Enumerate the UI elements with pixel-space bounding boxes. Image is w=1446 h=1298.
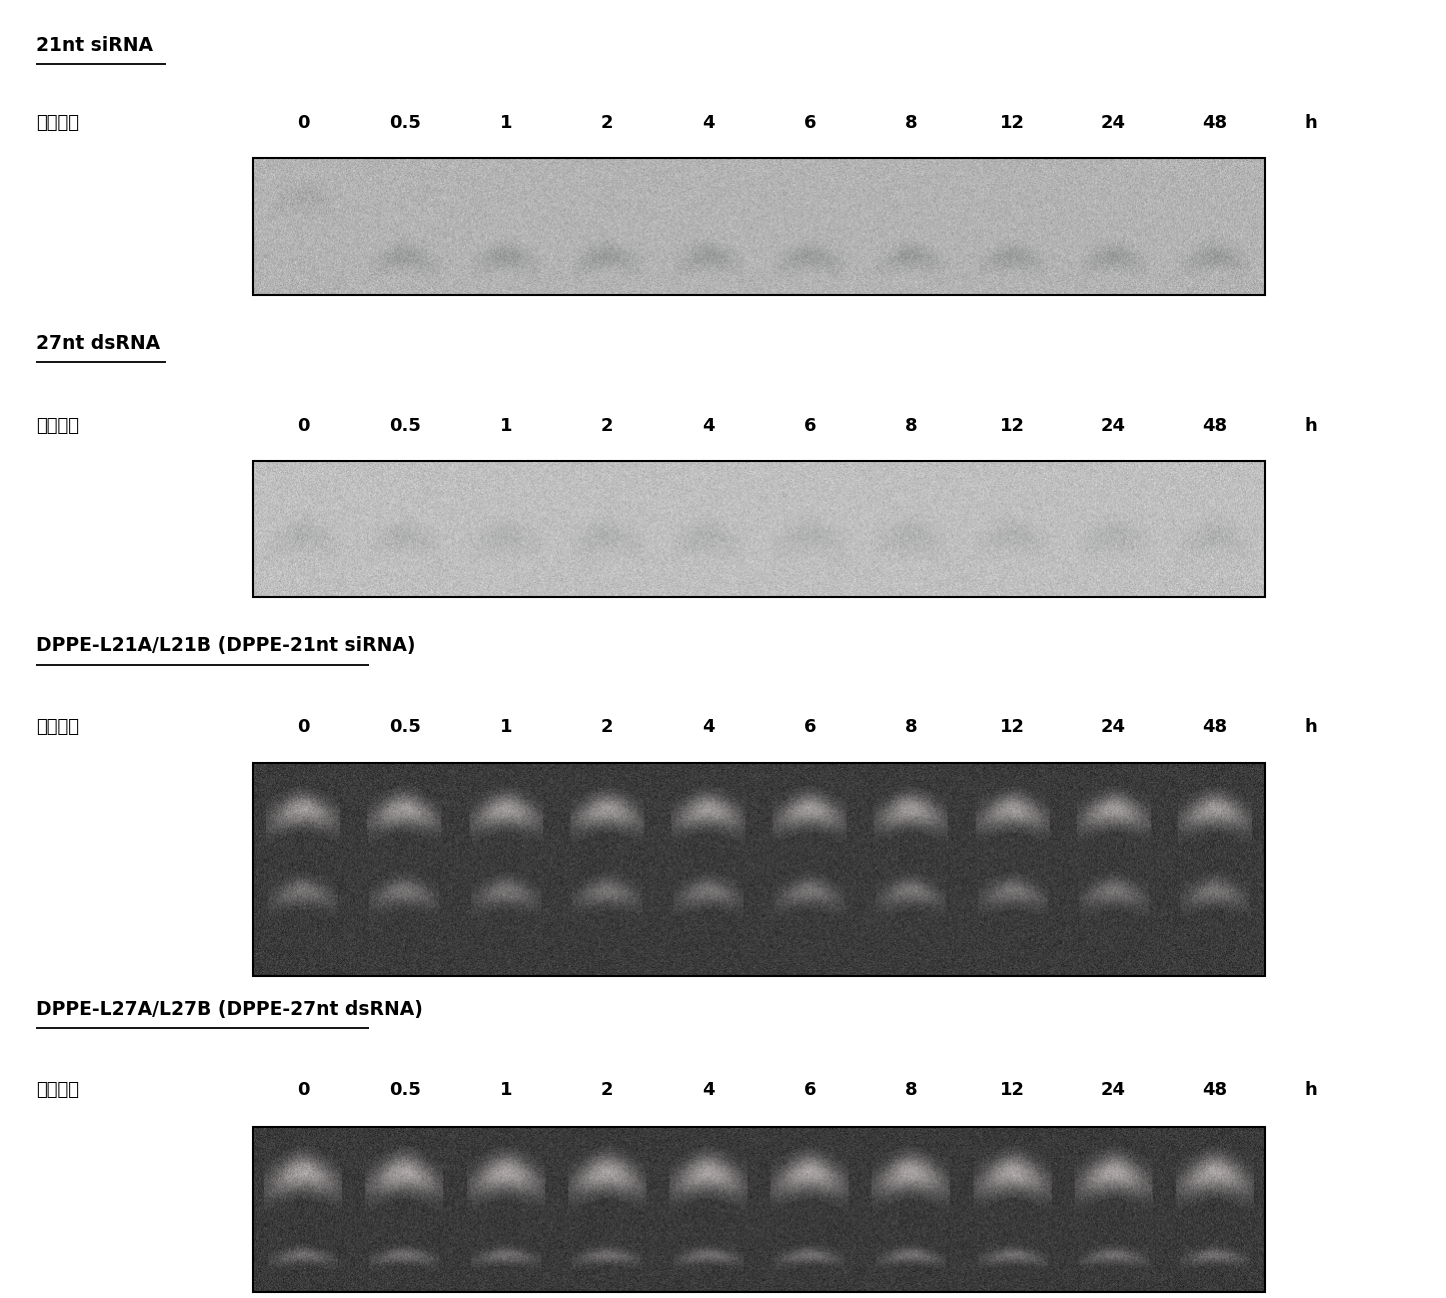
Text: 48: 48 <box>1202 1081 1228 1099</box>
Text: 48: 48 <box>1202 114 1228 132</box>
Text: 8: 8 <box>905 114 917 132</box>
Text: 2: 2 <box>602 1081 613 1099</box>
Bar <box>253 461 1265 597</box>
Text: 12: 12 <box>999 718 1025 736</box>
Text: h: h <box>1304 417 1317 435</box>
Text: 21nt siRNA: 21nt siRNA <box>36 35 153 55</box>
Text: 12: 12 <box>999 1081 1025 1099</box>
Bar <box>253 158 1265 295</box>
Text: 8: 8 <box>905 1081 917 1099</box>
Text: 8: 8 <box>905 417 917 435</box>
Text: 0: 0 <box>298 417 309 435</box>
Text: DPPE-L21A/L21B (DPPE-21nt siRNA): DPPE-L21A/L21B (DPPE-21nt siRNA) <box>36 636 415 655</box>
Text: 0.5: 0.5 <box>389 1081 421 1099</box>
Text: 24: 24 <box>1100 114 1126 132</box>
Text: 0.5: 0.5 <box>389 114 421 132</box>
Text: 6: 6 <box>804 417 816 435</box>
Text: 0: 0 <box>298 114 309 132</box>
Text: 12: 12 <box>999 417 1025 435</box>
Text: 1: 1 <box>500 114 512 132</box>
Text: h: h <box>1304 718 1317 736</box>
Text: 24: 24 <box>1100 718 1126 736</box>
Text: 24: 24 <box>1100 417 1126 435</box>
Text: 6: 6 <box>804 1081 816 1099</box>
Text: 0: 0 <box>298 1081 309 1099</box>
Bar <box>253 763 1265 976</box>
Text: 1: 1 <box>500 1081 512 1099</box>
Text: 0: 0 <box>298 718 309 736</box>
Text: 48: 48 <box>1202 417 1228 435</box>
Text: 1: 1 <box>500 718 512 736</box>
Text: 1: 1 <box>500 417 512 435</box>
Text: 6: 6 <box>804 114 816 132</box>
Text: 培养时间: 培养时间 <box>36 718 80 736</box>
Text: 0.5: 0.5 <box>389 417 421 435</box>
Text: 48: 48 <box>1202 718 1228 736</box>
Text: h: h <box>1304 1081 1317 1099</box>
Text: h: h <box>1304 114 1317 132</box>
Text: 4: 4 <box>703 114 714 132</box>
Text: 培养时间: 培养时间 <box>36 114 80 132</box>
Text: 培养时间: 培养时间 <box>36 417 80 435</box>
Text: 2: 2 <box>602 417 613 435</box>
Text: 4: 4 <box>703 417 714 435</box>
Text: 12: 12 <box>999 114 1025 132</box>
Text: 2: 2 <box>602 718 613 736</box>
Text: 4: 4 <box>703 718 714 736</box>
Text: 0.5: 0.5 <box>389 718 421 736</box>
Text: 8: 8 <box>905 718 917 736</box>
Text: 培养时间: 培养时间 <box>36 1081 80 1099</box>
Text: 4: 4 <box>703 1081 714 1099</box>
Text: DPPE-L27A/L27B (DPPE-27nt dsRNA): DPPE-L27A/L27B (DPPE-27nt dsRNA) <box>36 999 424 1019</box>
Bar <box>253 1127 1265 1292</box>
Text: 27nt dsRNA: 27nt dsRNA <box>36 334 161 353</box>
Text: 2: 2 <box>602 114 613 132</box>
Text: 6: 6 <box>804 718 816 736</box>
Text: 24: 24 <box>1100 1081 1126 1099</box>
